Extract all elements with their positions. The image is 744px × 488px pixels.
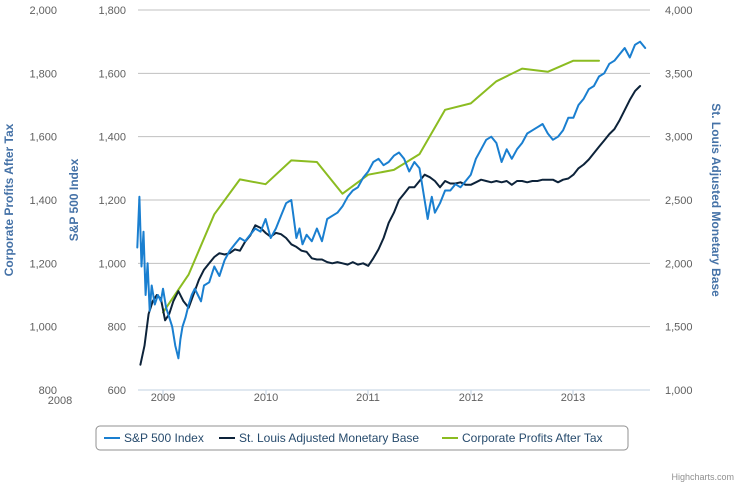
- series-group: [136, 40, 647, 366]
- y-tick-label-monetary-base: 4,000: [665, 5, 693, 17]
- x-tick-label: 2013: [561, 392, 585, 404]
- y-tick-label-monetary-base: 1,500: [665, 322, 693, 334]
- series-line-profits: [162, 59, 600, 314]
- legend-item-profits[interactable]: Corporate Profits After Tax: [442, 431, 603, 445]
- series-line-sp500: [136, 40, 647, 360]
- x-tick-label: 2008: [48, 395, 72, 407]
- x-tick-label: 2010: [254, 392, 278, 404]
- y-tick-label-profits: 2,000: [29, 5, 57, 17]
- y-tick-label-sp500: 1,000: [98, 258, 126, 270]
- y-tick-label-sp500: 1,400: [98, 132, 126, 144]
- y-tick-label-monetary-base: 1,000: [665, 385, 693, 397]
- y-axis-title-monetary-base: St. Louis Adjusted Monetary Base: [709, 103, 723, 297]
- y-tick-label-monetary-base: 3,000: [665, 132, 693, 144]
- axis-ticks: 800 1,000 1,200 1,400 1,600 1,800 2,000 600 800 1…: [29, 5, 692, 407]
- x-tick-label: 2012: [459, 392, 483, 404]
- y-tick-label-monetary-base: 2,000: [665, 258, 693, 270]
- credits-link[interactable]: Highcharts.com: [671, 472, 734, 482]
- y-tick-label-profits: 800: [39, 385, 57, 397]
- legend: S&P 500 Index St. Louis Adjusted Monetar…: [95, 425, 629, 451]
- y-tick-label-sp500: 800: [108, 322, 126, 334]
- y-tick-label-profits: 1,800: [29, 68, 57, 80]
- y-tick-label-monetary-base: 2,500: [665, 195, 693, 207]
- y-tick-label-sp500: 1,600: [98, 68, 126, 80]
- y-tick-label-sp500: 600: [108, 385, 126, 397]
- y-tick-label-profits: 1,400: [29, 195, 57, 207]
- legend-label-monetary-base: St. Louis Adjusted Monetary Base: [239, 431, 419, 445]
- legend-label-sp500: S&P 500 Index: [124, 431, 204, 445]
- y-axis-title-sp500: S&P 500 Index: [67, 158, 81, 241]
- grid-lines: [138, 9, 650, 391]
- legend-item-sp500[interactable]: S&P 500 Index: [104, 431, 204, 445]
- y-axis-title-profits: Corporate Profits After Tax: [2, 123, 16, 276]
- series-line-monetary-base: [139, 85, 642, 366]
- y-tick-label-profits: 1,000: [29, 322, 57, 334]
- y-tick-label-profits: 1,200: [29, 258, 57, 270]
- y-tick-label-sp500: 1,200: [98, 195, 126, 207]
- y-tick-label-sp500: 1,800: [98, 5, 126, 17]
- legend-box: [95, 425, 629, 451]
- x-tick-label: 2009: [151, 392, 175, 404]
- y-tick-label-profits: 1,600: [29, 132, 57, 144]
- legend-item-monetary-base[interactable]: St. Louis Adjusted Monetary Base: [219, 431, 419, 445]
- x-tick-label: 2011: [356, 392, 380, 404]
- y-tick-label-monetary-base: 3,500: [665, 68, 693, 80]
- legend-label-profits: Corporate Profits After Tax: [462, 431, 603, 445]
